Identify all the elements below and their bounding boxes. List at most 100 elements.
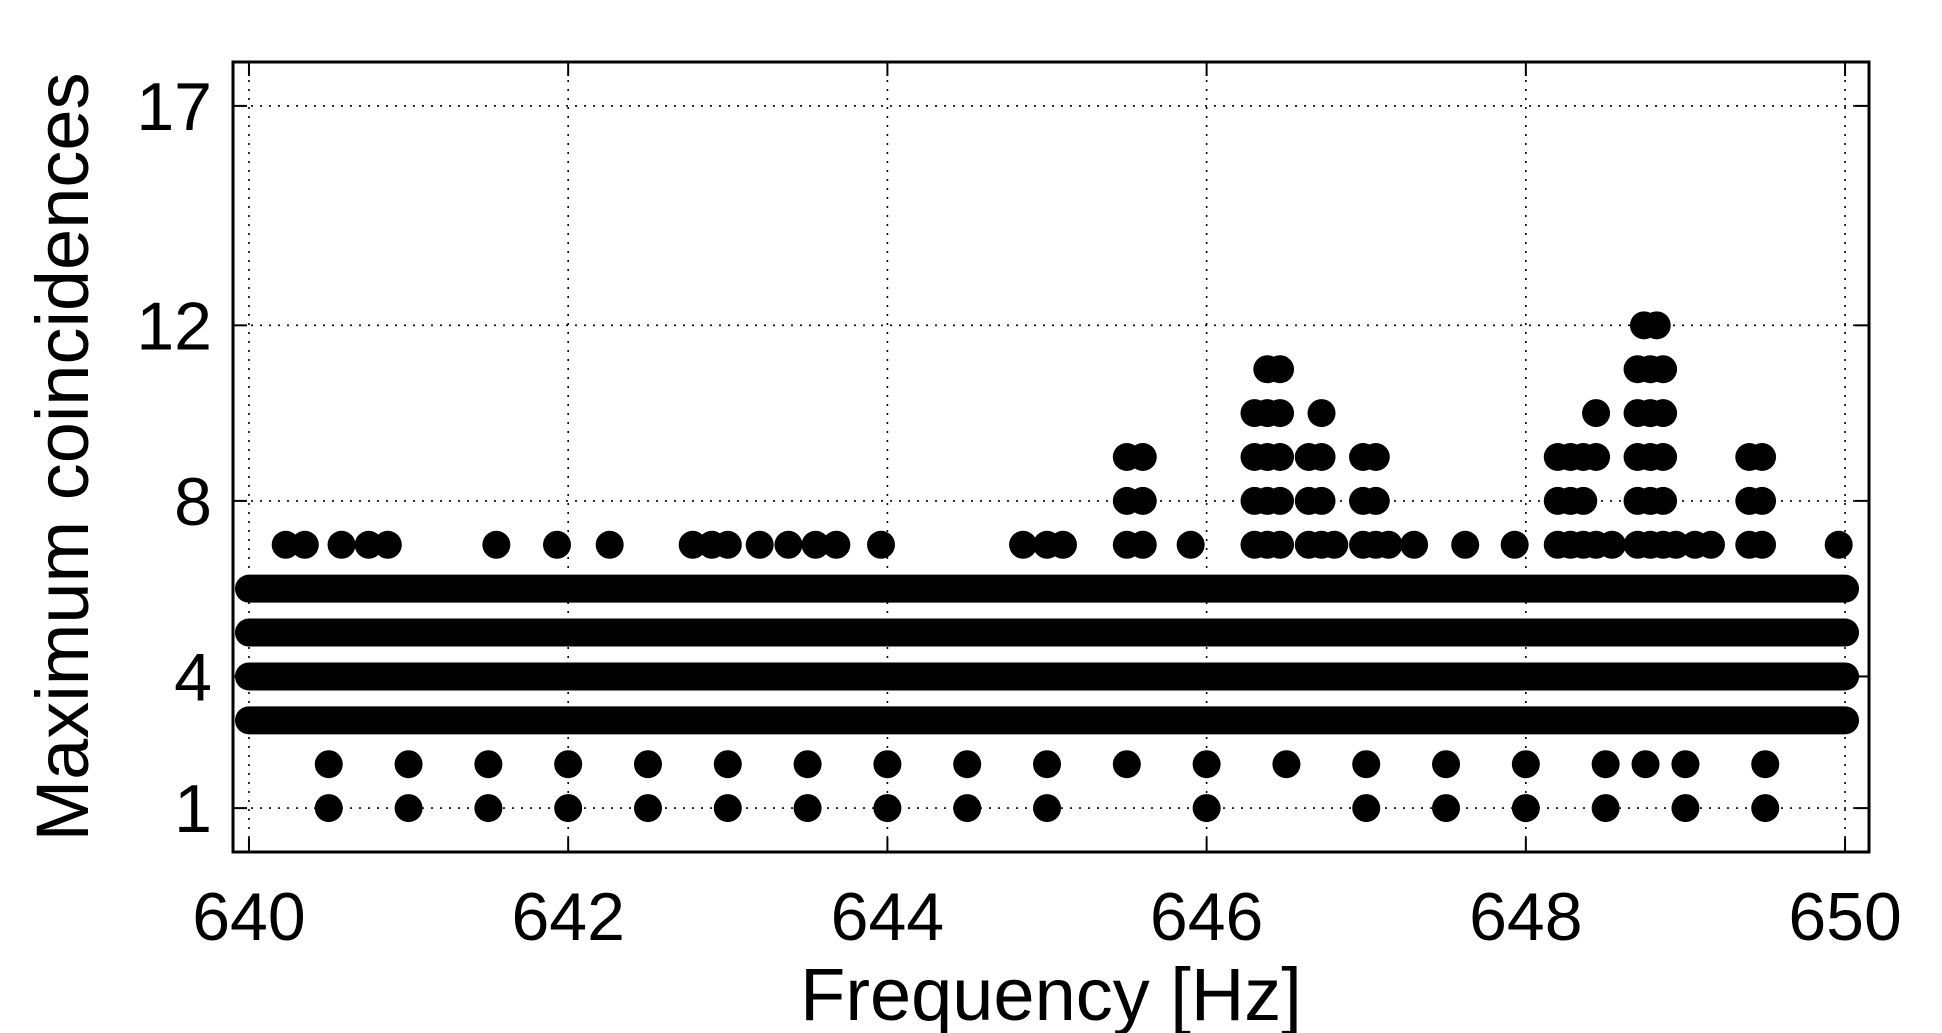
data-point xyxy=(1033,794,1062,823)
data-point xyxy=(1272,750,1301,779)
data-point xyxy=(793,794,822,823)
x-tick-label: 644 xyxy=(831,879,944,955)
data-point xyxy=(1649,443,1678,471)
data-point xyxy=(1696,530,1725,559)
data-point xyxy=(1582,443,1611,471)
x-tick-label: 646 xyxy=(1150,879,1263,955)
x-tick-label: 650 xyxy=(1788,879,1901,955)
data-point xyxy=(1751,794,1780,823)
data-point xyxy=(290,530,319,559)
data-point xyxy=(354,530,383,559)
data-point xyxy=(1266,355,1295,384)
data-point xyxy=(873,794,902,823)
data-point xyxy=(1591,750,1620,779)
y-tick-label: 17 xyxy=(136,69,212,145)
data-point xyxy=(1649,399,1678,428)
data-point xyxy=(867,530,896,559)
data-point xyxy=(1192,794,1221,823)
data-point xyxy=(793,750,822,779)
data-point xyxy=(1361,486,1390,515)
data-point xyxy=(1352,750,1381,779)
data-point xyxy=(1582,399,1611,428)
data-point xyxy=(1307,443,1336,471)
data-point xyxy=(595,530,624,559)
data-points xyxy=(271,311,1853,823)
data-point xyxy=(1266,399,1295,428)
data-point xyxy=(1591,794,1620,823)
x-axis-label: Frequency [Hz] xyxy=(800,953,1302,1033)
data-point xyxy=(327,530,356,559)
data-point xyxy=(953,794,982,823)
data-point xyxy=(1661,530,1690,559)
data-point xyxy=(1176,530,1205,559)
data-point xyxy=(1511,750,1540,779)
data-point xyxy=(713,750,742,779)
data-point xyxy=(1112,750,1141,779)
data-point xyxy=(1671,750,1700,779)
data-point xyxy=(745,530,774,559)
x-tick-label: 642 xyxy=(511,879,624,955)
data-point xyxy=(1192,750,1221,779)
data-point xyxy=(774,530,803,559)
data-point xyxy=(1432,794,1461,823)
data-point xyxy=(554,794,583,823)
data-point xyxy=(713,794,742,823)
data-point xyxy=(1642,311,1671,340)
y-axis-label: Maximum coincidences xyxy=(21,72,104,841)
data-point xyxy=(373,530,402,559)
data-point xyxy=(1751,750,1780,779)
data-point xyxy=(1748,486,1777,515)
data-point xyxy=(1374,530,1403,559)
data-point xyxy=(314,750,343,779)
data-point xyxy=(801,530,830,559)
data-point xyxy=(1307,399,1336,428)
plot-frame xyxy=(231,60,1871,854)
data-point xyxy=(1569,486,1598,515)
data-point xyxy=(1266,530,1295,559)
data-point xyxy=(1432,750,1461,779)
data-point xyxy=(1824,530,1853,559)
y-tick-labels: 1 4 8 12 17 xyxy=(136,69,212,847)
data-point xyxy=(474,794,503,823)
data-point xyxy=(1048,530,1077,559)
data-point xyxy=(271,530,300,559)
data-point xyxy=(1511,794,1540,823)
data-point xyxy=(543,530,572,559)
data-point xyxy=(1400,530,1429,559)
data-point xyxy=(474,750,503,779)
data-point xyxy=(1451,530,1480,559)
data-point xyxy=(953,750,982,779)
data-point xyxy=(1009,530,1038,559)
x-tick-labels: 640 642 644 646 648 650 xyxy=(192,879,1902,955)
y-tick-label: 8 xyxy=(174,464,212,540)
x-tick-label: 648 xyxy=(1469,879,1582,955)
data-point xyxy=(1748,443,1777,471)
data-point xyxy=(1631,750,1660,779)
data-point xyxy=(713,530,742,559)
data-point xyxy=(1307,486,1336,515)
data-point xyxy=(1748,530,1777,559)
data-point xyxy=(1320,530,1349,559)
data-point xyxy=(1352,794,1381,823)
data-point xyxy=(1649,486,1678,515)
data-point xyxy=(1500,530,1529,559)
data-point xyxy=(1128,530,1157,559)
data-point xyxy=(1266,443,1295,471)
data-point xyxy=(822,530,851,559)
data-point xyxy=(633,794,662,823)
data-point xyxy=(873,750,902,779)
y-tick-label: 1 xyxy=(174,771,212,847)
data-point xyxy=(1128,486,1157,515)
data-point xyxy=(1598,530,1627,559)
data-point xyxy=(554,750,583,779)
y-tick-label: 4 xyxy=(174,639,212,715)
data-point xyxy=(1033,750,1062,779)
data-point xyxy=(394,794,423,823)
y-tick-label: 12 xyxy=(136,288,212,364)
data-point xyxy=(1649,355,1678,384)
data-point xyxy=(482,530,511,559)
data-point xyxy=(678,530,707,559)
data-point xyxy=(633,750,662,779)
